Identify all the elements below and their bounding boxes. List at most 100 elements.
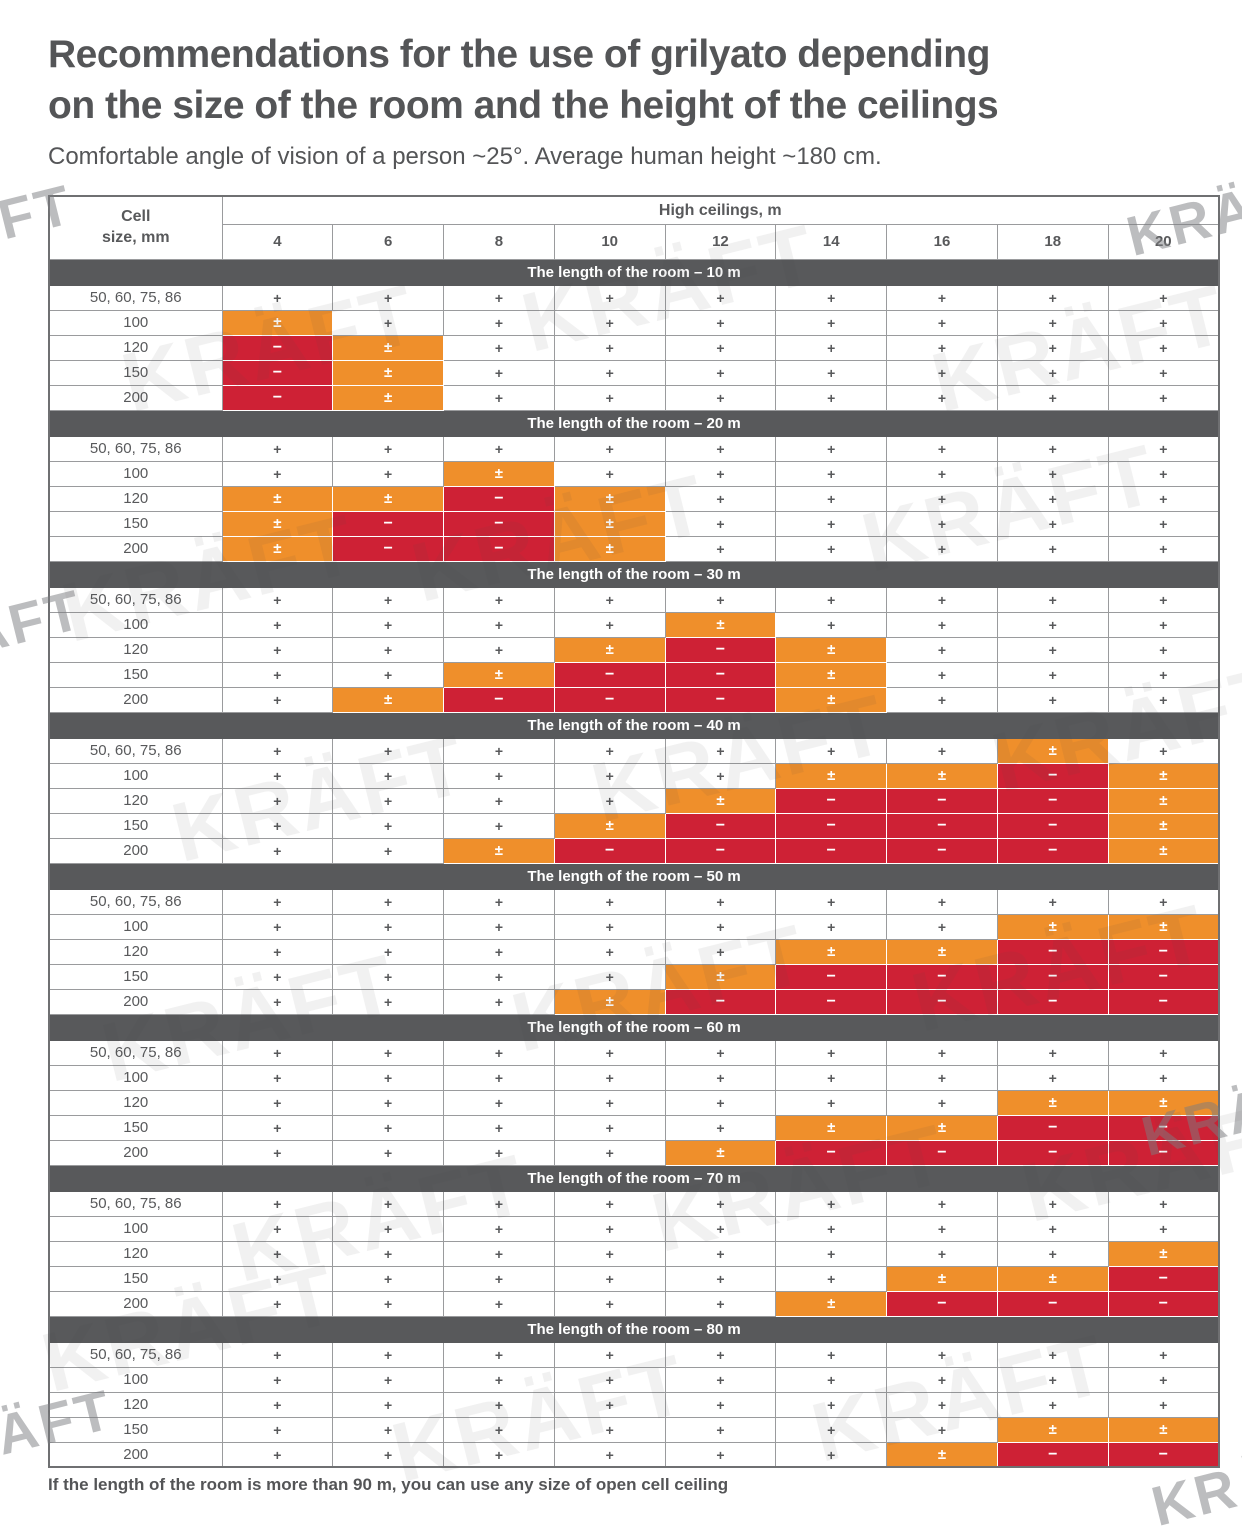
value-cell: − [664,661,777,688]
value-cell: ± [443,661,555,688]
value-cell: + [443,787,555,814]
value-cell: + [886,686,998,713]
value-cell: + [886,485,998,512]
value-cell: ± [332,485,445,512]
value-cell: + [1107,1391,1220,1418]
value-cell: + [996,384,1109,411]
value-cell: + [1107,1341,1220,1368]
value-cell: ± [664,963,777,990]
value-cell: + [996,485,1109,512]
value-cell: + [996,510,1109,537]
value-cell: + [221,435,334,462]
value-cell: + [1107,485,1220,512]
value-cell: ± [1107,1240,1220,1267]
section-header-row: The length of the room – 50 m [48,862,1220,890]
value-cell: + [443,1190,555,1217]
value-cell: + [443,359,555,386]
value-cell: + [553,359,666,386]
row-label: 200 [48,1290,223,1317]
value-cell: + [1107,1039,1220,1066]
value-cell: + [886,1089,998,1116]
value-cell: + [553,1290,666,1317]
value-cell: + [886,359,998,386]
value-cell: + [996,1039,1109,1066]
value-cell: − [775,787,888,814]
value-cell: ± [443,837,555,864]
table-body: The length of the room – 10 m 50, 60, 75,… [48,258,1220,1468]
value-cell: + [332,611,445,638]
value-cell: + [221,938,334,965]
row-label: 100 [48,1215,223,1242]
value-cell: + [886,1215,998,1242]
value-cell: + [443,384,555,411]
value-cell: + [332,812,445,839]
value-cell: − [996,1441,1109,1468]
value-cell: + [1107,460,1220,487]
row-label: 50, 60, 75, 86 [48,586,223,613]
value-cell: ± [1107,1089,1220,1116]
value-cell: + [664,1265,777,1292]
value-cell: + [332,1089,445,1116]
table-row: 150 + + + + + + + ± ± [48,1416,1220,1443]
value-cell: + [443,1215,555,1242]
value-cell: ± [996,1265,1109,1292]
value-cell: ± [221,309,334,336]
value-cell: + [775,1089,888,1116]
section-title: The length of the room – 80 m [48,1315,1220,1343]
value-cell: + [775,1240,888,1267]
value-cell: + [332,963,445,990]
value-cell: + [886,309,998,336]
value-cell: + [664,1391,777,1418]
value-cell: + [553,888,666,915]
value-cell: + [996,888,1109,915]
value-cell: + [221,1366,334,1393]
value-cell: + [886,384,998,411]
value-cell: + [553,1089,666,1116]
table-row: 120 + + + + + + + + ± [48,1240,1220,1267]
table-row: 150 + + + + ± − − − − [48,963,1220,990]
value-cell: − [886,837,998,864]
value-cell: ± [443,460,555,487]
value-cell: + [775,384,888,411]
value-cell: + [221,837,334,864]
value-cell: + [221,1441,334,1468]
row-label: 50, 60, 75, 86 [48,1341,223,1368]
value-cell: + [996,1391,1109,1418]
value-cell: − [332,510,445,537]
value-cell: + [221,1290,334,1317]
value-cell: ± [553,988,666,1015]
value-cell: + [664,510,777,537]
value-cell: + [1107,611,1220,638]
value-cell: ± [221,485,334,512]
high-ceilings-header: High ceilings, m [221,195,1220,225]
value-cell: + [443,284,555,311]
value-cell: + [332,988,445,1015]
value-cell: + [221,1139,334,1166]
value-cell: + [221,762,334,789]
column-header: 8 [443,223,555,260]
value-cell: + [553,586,666,613]
value-cell: + [996,1190,1109,1217]
column-header: 4 [221,223,334,260]
value-cell: + [664,586,777,613]
value-cell: + [221,1341,334,1368]
value-cell: + [443,1290,555,1317]
value-cell: + [664,535,777,562]
value-cell: + [221,963,334,990]
value-cell: + [996,1341,1109,1368]
value-cell: + [443,1416,555,1443]
value-cell: + [1107,888,1220,915]
value-cell: + [1107,1366,1220,1393]
value-cell: + [553,1240,666,1267]
value-cell: + [332,435,445,462]
value-cell: + [332,1391,445,1418]
value-cell: − [996,1139,1109,1166]
value-cell: ± [775,762,888,789]
value-cell: + [1107,1190,1220,1217]
row-label: 50, 60, 75, 86 [48,737,223,764]
value-cell: + [775,1341,888,1368]
cell-size-header: Cell size, mm [48,195,223,260]
value-cell: − [1107,1441,1220,1468]
value-cell: + [221,586,334,613]
value-cell: − [775,1139,888,1166]
